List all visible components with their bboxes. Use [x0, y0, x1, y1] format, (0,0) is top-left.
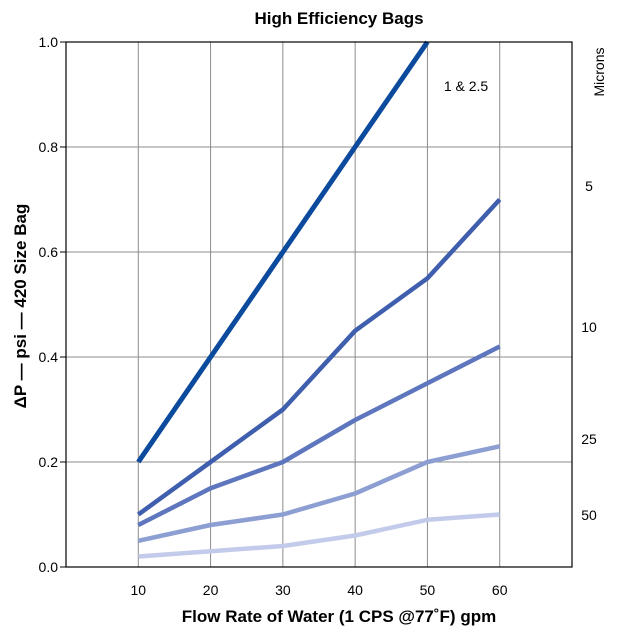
y-tick-label: 0.6	[39, 244, 59, 260]
grid	[66, 42, 572, 567]
y-tick-label: 0.0	[39, 559, 59, 575]
x-tick-label: 60	[492, 582, 508, 598]
series-line-1-2-5	[136, 40, 430, 464]
x-tick-labels: 10 20 30 40 50 60	[130, 582, 507, 598]
chart-title: High Efficiency Bags	[254, 9, 423, 28]
x-tick-label: 10	[130, 582, 146, 598]
series-line-50	[138, 512, 500, 559]
y-tick-labels: 0.0 0.2 0.4 0.6 0.8 1.0	[39, 34, 66, 575]
x-tick-label: 40	[347, 582, 363, 598]
y-axis-label: ΔP — psi — 420 Size Bag	[11, 204, 30, 409]
y-tick-label: 0.2	[39, 454, 59, 470]
series-lines	[136, 40, 502, 559]
series-label: 1 & 2.5	[444, 78, 489, 94]
x-tick-label: 30	[275, 582, 291, 598]
x-tick-label: 20	[203, 582, 219, 598]
series-label: 25	[581, 431, 597, 447]
series-line-25	[137, 444, 501, 543]
plot-frame	[65, 41, 573, 568]
y-tick-label: 1.0	[39, 34, 59, 50]
series-line-10	[137, 344, 501, 528]
series-label: 5	[585, 178, 593, 194]
y-tick-label: 0.8	[39, 139, 59, 155]
series-label: 10	[581, 319, 597, 335]
x-tick-label: 50	[420, 582, 436, 598]
right-axis-label: Microns	[591, 47, 607, 96]
series-label: 50	[581, 507, 597, 523]
series-line-5	[136, 197, 502, 517]
series-labels: 1 & 2.5 5 10 25 50	[444, 78, 597, 523]
x-axis-label: Flow Rate of Water (1 CPS @77˚F) gpm	[182, 607, 496, 626]
y-tick-label: 0.4	[39, 349, 59, 365]
